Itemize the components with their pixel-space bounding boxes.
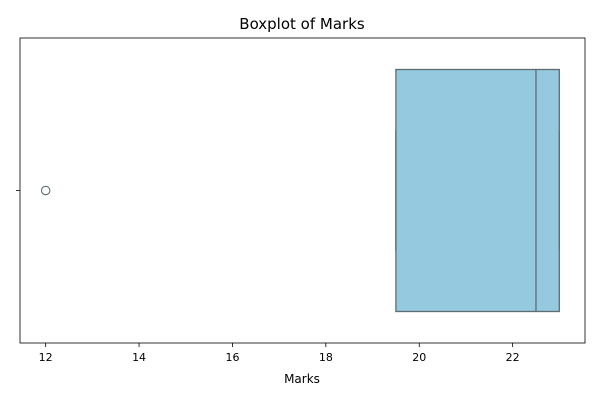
x-tick-label: 12 bbox=[39, 351, 53, 364]
x-tick-label: 14 bbox=[132, 351, 146, 364]
x-tick-label: 22 bbox=[506, 351, 520, 364]
x-axis-label: Marks bbox=[284, 372, 320, 386]
x-tick-label: 20 bbox=[412, 351, 426, 364]
outlier-point bbox=[40, 185, 51, 196]
chart-title: Boxplot of Marks bbox=[239, 15, 365, 33]
x-tick-label: 18 bbox=[319, 351, 333, 364]
iqr-box bbox=[395, 68, 560, 313]
x-tick-label: 16 bbox=[225, 351, 239, 364]
